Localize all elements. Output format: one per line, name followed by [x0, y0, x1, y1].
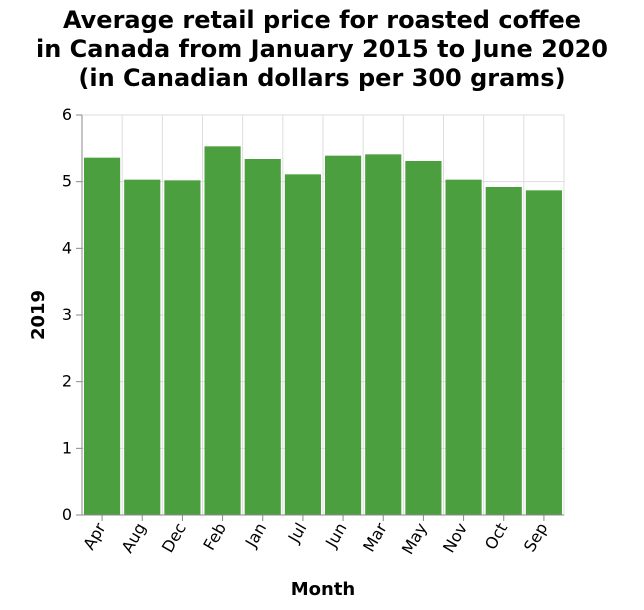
bar-apr	[84, 158, 120, 515]
y-tick-label: 1	[62, 438, 72, 457]
x-tick-label: Oct	[481, 520, 511, 553]
bar-dec	[164, 180, 200, 515]
x-tick-label: Jan	[241, 520, 270, 552]
bar-jan	[245, 159, 281, 515]
x-tick-label: Aug	[118, 520, 150, 557]
x-tick-label: Apr	[79, 519, 110, 553]
x-tick-label: Sep	[520, 520, 552, 556]
y-tick-label: 6	[62, 105, 72, 124]
y-tick-label: 5	[62, 172, 72, 191]
y-tick-label: 2	[62, 372, 72, 391]
x-tick-label: Dec	[158, 520, 190, 556]
x-tick-label: Feb	[199, 520, 230, 554]
bar-nov	[446, 180, 482, 515]
x-tick-label: Jul	[284, 520, 311, 547]
x-tick-label: May	[398, 520, 431, 558]
bar-aug	[124, 180, 160, 515]
x-tick-label: Jun	[321, 520, 350, 552]
y-tick-label: 0	[62, 505, 72, 524]
bar-may	[405, 161, 441, 515]
x-tick-label: Nov	[439, 520, 471, 557]
bar-oct	[486, 187, 522, 515]
bar-mar	[365, 154, 401, 515]
bar-jul	[285, 174, 321, 515]
y-tick-label: 3	[62, 305, 72, 324]
x-tick-label: Mar	[359, 519, 391, 555]
bar-jun	[325, 156, 361, 515]
y-axis-title: 2019	[28, 290, 49, 340]
y-tick-label: 4	[62, 238, 72, 257]
x-axis-title: Month	[291, 579, 356, 600]
bar-sep	[526, 190, 562, 515]
bar-feb	[205, 146, 241, 515]
